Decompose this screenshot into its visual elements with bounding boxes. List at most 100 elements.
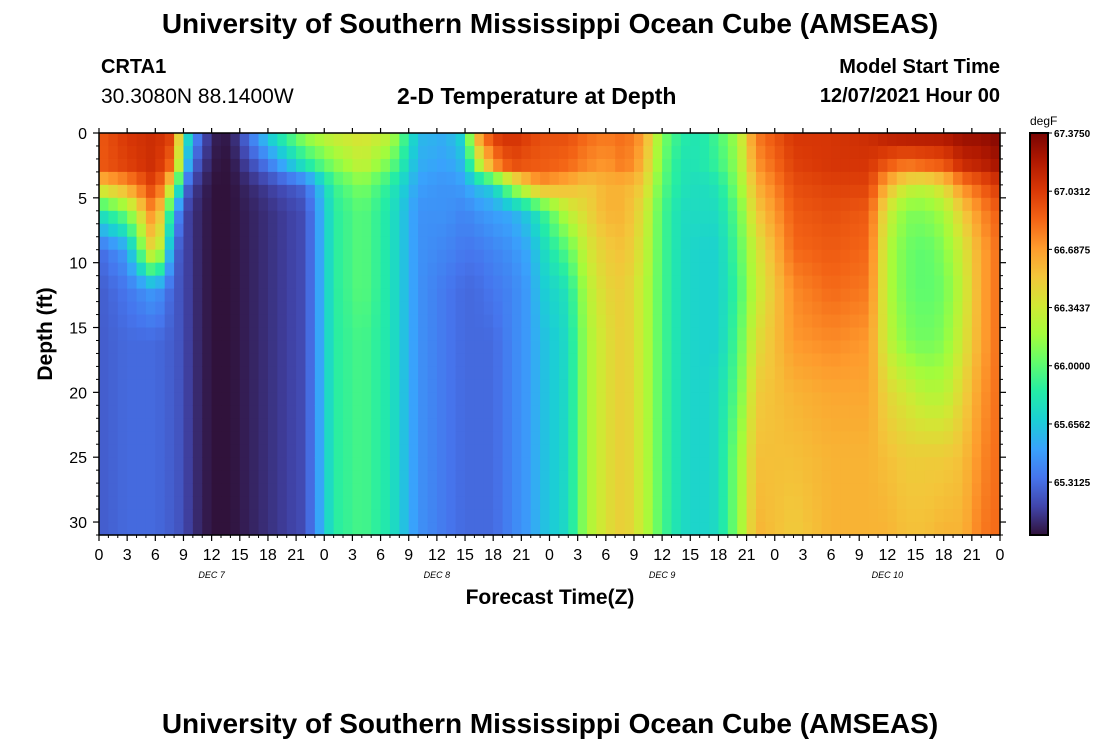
heat-cell — [652, 145, 663, 160]
heat-cell — [943, 496, 954, 510]
heat-cell — [483, 275, 494, 290]
heat-cell — [877, 145, 888, 160]
heat-cell — [793, 223, 804, 238]
heat-cell — [840, 418, 851, 432]
heat-cell — [324, 509, 335, 523]
heat-cell — [230, 171, 241, 186]
heat-cell — [230, 366, 241, 380]
heat-cell — [990, 418, 1001, 432]
heat-cell — [483, 483, 494, 497]
heat-cell — [540, 444, 551, 458]
heat-cell — [746, 288, 757, 303]
heat-cell — [305, 133, 316, 147]
heat-cell — [427, 496, 438, 510]
heat-cell — [680, 223, 691, 238]
heat-cell — [324, 522, 335, 536]
heat-cell — [249, 353, 260, 368]
heat-cell — [483, 327, 494, 342]
heat-cell — [211, 236, 222, 251]
heat-cell — [174, 171, 185, 186]
heat-cell — [192, 483, 203, 497]
heat-cell — [221, 444, 231, 458]
heat-cell — [324, 496, 335, 510]
heat-cell — [558, 184, 569, 199]
heat-cell — [549, 145, 560, 160]
heat-cell — [418, 392, 429, 406]
heat-cell — [981, 145, 992, 160]
heat-cell — [389, 249, 400, 264]
heat-cell — [737, 457, 748, 471]
heat-cell — [915, 133, 926, 147]
heat-cell — [821, 496, 832, 510]
heat-cell — [943, 262, 954, 277]
heat-cell — [662, 288, 673, 303]
heat-cell — [587, 262, 598, 277]
heat-cell — [765, 405, 776, 419]
heat-cell — [924, 236, 935, 251]
heat-cell — [868, 496, 879, 510]
heat-cell — [493, 184, 504, 199]
heat-cell — [483, 236, 494, 251]
heat-cell — [230, 444, 241, 458]
heat-cell — [352, 431, 363, 445]
heat-cell — [709, 223, 720, 238]
heat-cell — [127, 522, 138, 536]
heat-cell — [831, 314, 842, 329]
heat-cell — [915, 327, 926, 342]
heat-cell — [680, 249, 691, 264]
heat-cell — [333, 431, 344, 445]
heat-cell — [389, 418, 400, 432]
heat-cell — [887, 158, 898, 173]
heat-cell — [877, 405, 888, 419]
heat-cell — [127, 223, 138, 238]
x-tick-label: 6 — [376, 547, 385, 564]
heat-cell — [183, 223, 194, 238]
heat-cell — [192, 444, 203, 458]
heat-cell — [774, 275, 785, 290]
heat-cell — [427, 171, 438, 186]
heat-cell — [483, 301, 494, 316]
heat-cell — [831, 197, 842, 212]
heat-cell — [493, 470, 504, 484]
heat-cell — [418, 470, 429, 484]
heat-cell — [887, 522, 898, 536]
heat-cell — [474, 158, 485, 173]
heat-cell — [924, 392, 935, 406]
heat-cell — [493, 288, 504, 303]
heat-cell — [108, 210, 119, 225]
heat-cell — [709, 301, 720, 316]
heat-cell — [483, 145, 494, 160]
heat-cell — [680, 483, 691, 497]
heat-cell — [568, 353, 579, 368]
heat-cell — [239, 418, 250, 432]
heat-cell — [249, 418, 260, 432]
heat-cell — [267, 522, 278, 536]
heat-cell — [314, 470, 325, 484]
heat-cell — [633, 470, 644, 484]
heat-cell — [446, 288, 457, 303]
heat-cell — [136, 301, 147, 316]
heat-cell — [211, 509, 222, 523]
heat-cell — [840, 457, 851, 471]
heat-cell — [521, 288, 532, 303]
heat-cell — [511, 431, 522, 445]
heat-cell — [737, 444, 748, 458]
heat-cell — [380, 353, 391, 368]
heat-cell — [953, 301, 964, 316]
heat-cell — [145, 522, 156, 536]
heat-cell — [352, 223, 363, 238]
heat-cell — [418, 236, 429, 251]
heat-cell — [971, 522, 982, 536]
heat-cell — [371, 457, 382, 471]
heat-cell — [558, 288, 569, 303]
heat-cell — [868, 444, 879, 458]
heat-cell — [821, 301, 832, 316]
heat-cell — [662, 353, 673, 368]
heat-cell — [192, 145, 203, 160]
heat-cell — [174, 418, 185, 432]
x-tick-label: 6 — [151, 547, 160, 564]
heat-cell — [953, 392, 964, 406]
heat-cell — [493, 405, 504, 419]
heat-cell — [577, 171, 588, 186]
heat-cell — [408, 340, 419, 355]
